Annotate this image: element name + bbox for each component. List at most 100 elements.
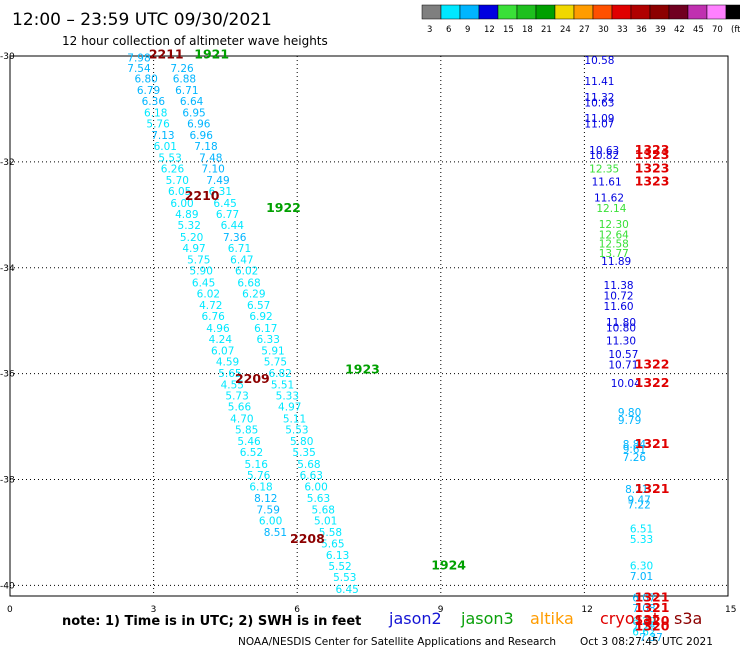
colorbar-label: 3 bbox=[427, 25, 432, 35]
satellite-legend: jason2 jason3 altika cryosat s3a bbox=[388, 609, 702, 628]
x-tick-label: 3 bbox=[151, 605, 157, 615]
wave-height-label: 10.82 bbox=[589, 150, 619, 162]
pass-id-label: 1923 bbox=[345, 362, 380, 377]
colorbar-swatch bbox=[516, 4, 537, 20]
pass-id-label: 1321 bbox=[635, 436, 670, 451]
wave-height-label: 5.32 bbox=[178, 220, 201, 232]
wave-height-label: 6.07 bbox=[632, 592, 655, 604]
wave-height-label: 5.85 bbox=[235, 424, 258, 436]
wave-height-label: 5.51 bbox=[271, 379, 294, 391]
wave-height-label: 5.68 bbox=[312, 504, 335, 516]
colorbar-label: 18 bbox=[522, 25, 533, 35]
plot-frame bbox=[9, 55, 729, 597]
colorbar-label: 6 bbox=[446, 25, 451, 35]
pass-id-label: 1323 bbox=[635, 147, 670, 162]
wave-height-label: 5.65 bbox=[321, 538, 344, 550]
wave-height-label: 7.13 bbox=[151, 130, 174, 142]
colorbar-swatch bbox=[649, 4, 670, 20]
wave-height-label: 6.00 bbox=[304, 482, 327, 494]
wave-height-label: 6.02 bbox=[235, 266, 258, 278]
wave-height-label: 6.07 bbox=[211, 346, 234, 358]
wave-height-label: 7.10 bbox=[201, 163, 224, 175]
wave-height-label: 5.68 bbox=[297, 459, 320, 471]
wave-height-label: 6.18 bbox=[144, 107, 167, 119]
wave-height-label: 5.73 bbox=[225, 391, 248, 403]
wave-height-label: 5.75 bbox=[264, 357, 287, 369]
y-tick-label: -32 bbox=[0, 158, 15, 168]
wave-height-label: 7.98 bbox=[127, 52, 150, 64]
wave-height-label: 6.96 bbox=[187, 118, 211, 130]
wave-height-label: 7.08 bbox=[632, 603, 655, 615]
satellite-legend-jason2: jason2 bbox=[388, 609, 442, 628]
wave-height-label: 4.97 bbox=[278, 402, 301, 414]
wave-height-label: 11.41 bbox=[584, 76, 614, 88]
wave-height-label: 6.64 bbox=[180, 96, 204, 108]
wave-height-label: 6.05 bbox=[168, 186, 191, 198]
x-tick-label: 0 bbox=[7, 605, 13, 615]
wave-height-label: 6.45 bbox=[192, 277, 215, 289]
pass-id-label: 1922 bbox=[266, 200, 301, 215]
pass-id-label: 1320 bbox=[635, 618, 670, 633]
wave-height-label: 6.71 bbox=[175, 85, 198, 97]
pass-id-label: 1321 bbox=[635, 481, 670, 496]
pass-labels: 2211 192122101922220919232208192413231323… bbox=[149, 47, 670, 634]
wave-height-label: 8.51 bbox=[264, 527, 287, 539]
wave-height-label: 9.47 bbox=[627, 494, 650, 506]
wave-height-label: 11.30 bbox=[606, 336, 636, 348]
wave-height-label: 6.30 bbox=[630, 561, 653, 573]
wave-height-label: 9.61 bbox=[623, 444, 646, 456]
wave-height-label: 7.49 bbox=[206, 175, 229, 187]
wave-height-label: 6.62 bbox=[632, 627, 655, 639]
credit-text: NOAA/NESDIS Center for Satellite Applica… bbox=[238, 636, 556, 648]
wave-height-label: 8.21 bbox=[625, 484, 648, 496]
colorbar-label: 21 bbox=[541, 25, 552, 35]
colorbar-label: 27 bbox=[579, 25, 590, 35]
pass-id-label: 1320 bbox=[635, 613, 670, 628]
wave-height-label: 12.58 bbox=[599, 239, 629, 251]
wave-height-label: 5.91 bbox=[261, 346, 284, 358]
x-tick-label: 9 bbox=[438, 605, 444, 615]
pass-id-label: 1921 bbox=[194, 47, 229, 62]
wave-height-label: 12.30 bbox=[599, 219, 629, 231]
wave-height-label: 5.33 bbox=[276, 391, 299, 403]
wave-height-label: 6.33 bbox=[257, 334, 280, 346]
wave-height-label: 10.63 bbox=[589, 145, 619, 157]
colorbar-swatch bbox=[668, 4, 689, 20]
timestamp-text: Oct 3 08:27:45 UTC 2021 bbox=[580, 636, 713, 648]
wave-height-label: 10.80 bbox=[606, 322, 636, 334]
wave-height-label: 6.17 bbox=[254, 323, 277, 335]
wave-height-label: 6.45 bbox=[213, 198, 236, 210]
wave-height-label: 5.70 bbox=[166, 175, 189, 187]
colorbar-label: 45 bbox=[693, 25, 704, 35]
wave-height-label: 7.37 bbox=[639, 632, 662, 644]
wave-height-label: 11.60 bbox=[604, 301, 634, 313]
wave-height-label: 6.45 bbox=[335, 584, 358, 596]
wave-height-label: 7.01 bbox=[630, 571, 653, 583]
colorbar-label: 30 bbox=[598, 25, 609, 35]
pass-id-label: 2209 bbox=[235, 371, 270, 386]
pass-id-label: 1323 bbox=[635, 174, 670, 189]
wave-height-label: 5.53 bbox=[285, 424, 308, 436]
wave-height-label: 12.35 bbox=[589, 163, 619, 175]
wave-height-label: 5.11 bbox=[283, 413, 306, 425]
wave-height-label: 5.76 bbox=[247, 470, 271, 482]
wave-height-label: 6.80 bbox=[134, 73, 157, 85]
colorbar-label: 24 bbox=[560, 25, 571, 35]
axis-ticks: 0 3 6 9 12 15 -30 -32 -34 -36 -38 -40 bbox=[0, 52, 736, 615]
wave-height-label: 10.72 bbox=[604, 291, 634, 303]
wave-height-label: 4.70 bbox=[230, 413, 253, 425]
satellite-legend-cryosat: cryosat bbox=[600, 609, 659, 628]
colorbar-label: 9 bbox=[465, 25, 470, 35]
satellite-legend-altika: altika bbox=[530, 609, 574, 628]
pass-id-label: 1321 bbox=[635, 589, 670, 604]
wave-height-label: 5.66 bbox=[228, 402, 252, 414]
wave-height-label: 5.90 bbox=[190, 266, 213, 278]
wave-height-label: 7.48 bbox=[199, 152, 222, 164]
wave-height-label: 6.29 bbox=[632, 616, 655, 628]
wave-height-label: 11.38 bbox=[604, 280, 634, 292]
wave-height-label: 6.95 bbox=[182, 107, 205, 119]
colorbar-swatch bbox=[554, 4, 575, 20]
wave-height-label: 6.51 bbox=[630, 523, 653, 535]
satellite-legend-s3a: s3a bbox=[674, 609, 702, 628]
